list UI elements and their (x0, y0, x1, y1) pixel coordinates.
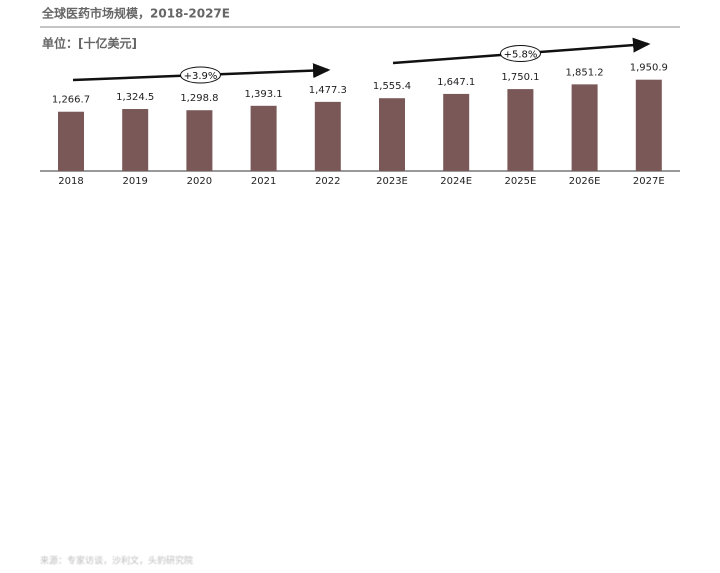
x-tick-label: 2026E (569, 176, 601, 187)
bar (250, 105, 277, 171)
x-tick-label: 2020 (187, 176, 212, 187)
bar (122, 109, 149, 171)
value-label: 1,750.1 (501, 72, 539, 83)
growth-badge (500, 45, 541, 62)
value-label: 1,393.1 (245, 89, 283, 100)
value-label: 1,950.9 (630, 63, 668, 74)
value-label: 1,851.2 (566, 67, 604, 78)
bar (379, 98, 405, 171)
value-label: 1,555.4 (373, 81, 411, 92)
bar (443, 93, 470, 171)
x-tick-label: 2027E (633, 176, 665, 187)
x-tick-label: 2018 (58, 176, 83, 187)
x-tick-label: 2022 (315, 176, 340, 187)
unit-label: 单位：[十亿美元] (42, 36, 137, 51)
bar (571, 84, 598, 171)
x-tick-label: 2019 (122, 176, 147, 187)
growth-label: +3.9% (184, 71, 218, 82)
x-tick-label: 2023E (376, 176, 408, 187)
source-note: 来源：专家访谈，沙利文，头豹研究院 (40, 555, 193, 567)
value-label: 1,477.3 (309, 85, 347, 96)
value-label: 1,324.5 (116, 92, 154, 103)
bar (635, 79, 662, 171)
value-label: 1,647.1 (437, 77, 475, 88)
bar (314, 101, 341, 171)
chart-title: 全球医药市场规模，2018-2027E (41, 6, 230, 21)
x-tick-label: 2024E (440, 176, 472, 187)
value-label: 1,298.8 (180, 93, 218, 104)
bar (58, 111, 84, 171)
x-tick-label: 2021 (251, 176, 276, 187)
bar (507, 89, 534, 171)
bar (186, 110, 213, 171)
growth-badge (180, 66, 221, 84)
growth-label: +5.8% (504, 50, 538, 61)
value-label: 1,266.7 (52, 95, 90, 106)
x-tick-label: 2025E (505, 176, 537, 187)
